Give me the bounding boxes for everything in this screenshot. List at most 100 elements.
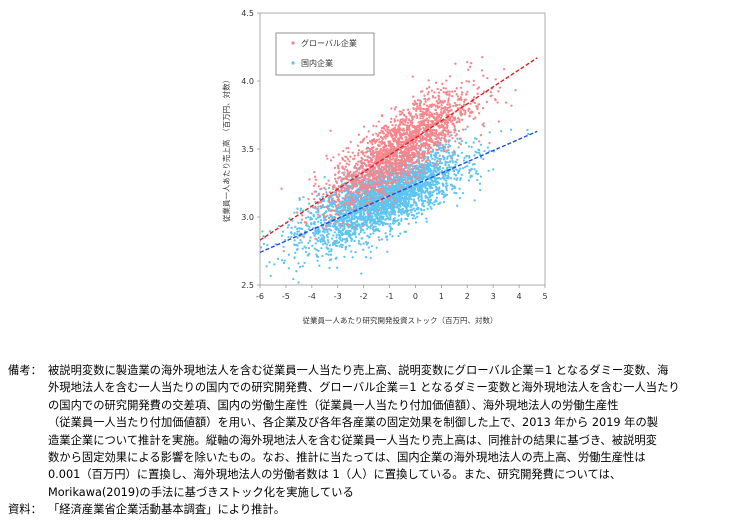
data-point <box>438 161 442 165</box>
data-point <box>389 222 392 226</box>
data-point <box>419 186 423 189</box>
data-point <box>457 146 460 149</box>
data-point <box>339 226 342 230</box>
data-point <box>442 200 446 204</box>
data-point <box>393 217 396 220</box>
data-point <box>372 173 375 176</box>
data-point <box>497 90 500 93</box>
data-point <box>430 131 433 134</box>
data-point <box>404 145 408 149</box>
data-point <box>377 167 380 170</box>
data-point <box>434 154 438 157</box>
data-point <box>432 162 435 165</box>
data-point <box>342 149 345 153</box>
data-point <box>398 152 401 155</box>
data-point <box>354 235 358 239</box>
data-point <box>344 232 347 236</box>
data-point <box>384 129 387 132</box>
data-point <box>442 124 445 128</box>
data-point <box>418 161 421 165</box>
data-point <box>345 147 348 150</box>
data-point <box>379 174 383 177</box>
data-point <box>431 148 435 151</box>
data-point <box>362 179 366 182</box>
data-point <box>438 98 441 101</box>
data-point <box>352 206 355 210</box>
data-point <box>319 234 322 237</box>
data-point <box>357 181 360 184</box>
data-point <box>401 190 404 194</box>
data-point <box>323 221 326 225</box>
data-point <box>380 129 383 132</box>
data-point <box>314 182 317 186</box>
data-point <box>389 143 393 146</box>
data-point <box>351 256 354 259</box>
data-point <box>396 156 399 159</box>
data-point <box>411 141 414 144</box>
data-point <box>464 141 468 144</box>
data-point <box>369 250 372 253</box>
data-point <box>442 193 445 196</box>
data-point <box>335 233 338 236</box>
data-point <box>435 166 438 169</box>
data-point <box>382 168 386 171</box>
data-point <box>377 173 381 176</box>
data-point <box>354 196 357 199</box>
data-point <box>428 116 431 119</box>
data-point <box>388 233 392 236</box>
data-point <box>405 131 409 134</box>
data-point <box>382 155 385 159</box>
data-point <box>354 185 357 188</box>
data-point <box>411 116 414 119</box>
data-point <box>437 91 441 94</box>
data-point <box>430 113 433 116</box>
data-point <box>295 211 299 214</box>
data-point <box>485 100 489 104</box>
data-point <box>435 111 438 115</box>
data-point <box>435 151 438 154</box>
data-point <box>426 93 429 96</box>
data-point <box>354 173 357 176</box>
data-point <box>325 154 328 157</box>
data-point <box>365 222 368 226</box>
data-point <box>368 139 372 143</box>
data-point <box>464 111 467 114</box>
data-point <box>405 133 408 136</box>
data-point <box>377 158 380 161</box>
data-point <box>383 146 387 149</box>
data-point <box>296 207 299 210</box>
data-point <box>406 121 410 124</box>
data-point <box>395 160 398 164</box>
data-point <box>446 93 449 96</box>
data-point <box>415 184 418 187</box>
data-point <box>405 129 408 132</box>
data-point <box>419 117 422 120</box>
data-point <box>464 98 467 101</box>
data-point <box>373 198 377 201</box>
data-point <box>325 182 328 185</box>
data-point <box>314 205 317 209</box>
data-point <box>293 239 296 242</box>
scatter-chart: -6 -5 -4 -3 -2 -1 0 1 2 3 4 5 2.53.03.54.04.5 従業員一人… <box>221 9 548 325</box>
data-point <box>348 160 351 163</box>
data-point <box>417 207 420 210</box>
data-point <box>454 129 457 132</box>
data-point <box>401 140 404 144</box>
data-point <box>335 236 338 239</box>
data-point <box>408 112 411 115</box>
data-point <box>472 79 475 83</box>
data-point <box>326 230 329 234</box>
data-point <box>479 153 482 156</box>
data-point <box>351 215 354 218</box>
data-point <box>334 173 337 176</box>
data-point <box>388 213 391 217</box>
data-point <box>440 162 444 165</box>
data-point <box>372 211 376 214</box>
data-point <box>375 246 378 249</box>
data-point <box>392 195 395 198</box>
data-point <box>370 220 373 223</box>
data-point <box>280 234 284 237</box>
data-point <box>402 173 405 176</box>
data-point <box>388 154 391 158</box>
data-point <box>431 119 434 123</box>
